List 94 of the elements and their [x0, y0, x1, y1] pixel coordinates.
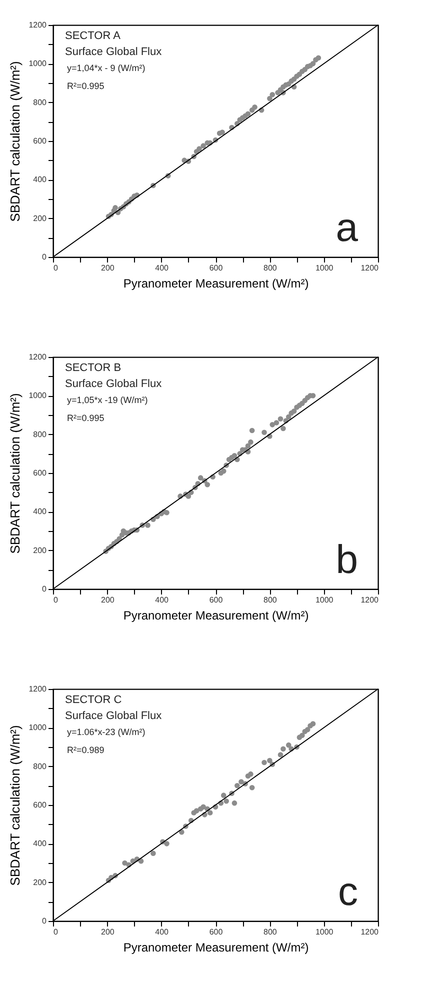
point — [270, 92, 276, 98]
annotation: Surface Global Flux — [65, 378, 162, 390]
point — [232, 800, 238, 806]
y-axis-title: SBDART calculation (W/m²) — [8, 725, 23, 886]
y-tick-label: 1200 — [28, 352, 48, 362]
point — [249, 784, 255, 790]
x-tick-label: 800 — [263, 928, 278, 936]
x-tick-label: 1000 — [315, 928, 334, 936]
x-tick-label: 200 — [100, 596, 115, 604]
point — [267, 96, 272, 102]
point — [310, 61, 316, 66]
y-tick-label: 200 — [33, 546, 48, 555]
annotation: SECTOR B — [65, 362, 122, 374]
x-tick-label: 600 — [209, 928, 224, 936]
annotation: Surface Global Flux — [65, 710, 162, 722]
point — [316, 55, 322, 61]
point — [304, 726, 310, 732]
point — [286, 742, 292, 748]
y-axis-title: SBDART calculation (W/m²) — [8, 393, 23, 554]
point — [262, 760, 267, 766]
point — [238, 779, 244, 784]
y-tick-label: 400 — [33, 175, 48, 184]
y-tick-label: 0 — [42, 252, 48, 262]
point — [252, 104, 258, 110]
point — [112, 205, 118, 210]
x-tick-label: 0 — [54, 264, 58, 272]
point — [200, 804, 206, 810]
point — [150, 850, 156, 856]
point — [194, 808, 200, 814]
annotation: b — [336, 538, 358, 582]
point — [310, 721, 316, 726]
point — [207, 810, 213, 816]
y-tick-label: 1000 — [28, 391, 48, 400]
y-tick-label: 0 — [42, 916, 48, 926]
annotation: SECTOR C — [65, 694, 122, 706]
x-tick-label: 200 — [100, 264, 115, 272]
y-tick-label: 400 — [33, 507, 48, 516]
x-tick-label: 1200 — [360, 596, 380, 604]
x-tick-label: 800 — [263, 596, 278, 604]
point — [164, 841, 170, 846]
x-tick-label: 400 — [155, 928, 170, 936]
point — [234, 783, 240, 788]
annotation: y=1.06*x-23 (W/m²) — [67, 727, 146, 737]
y-tick-label: 0 — [42, 584, 48, 594]
x-axis-title: Pyranometer Measurement (W/m²) — [123, 940, 309, 954]
x-tick-label: 600 — [209, 264, 224, 272]
y-tick-label: 1200 — [28, 684, 48, 694]
point — [122, 860, 128, 866]
y-tick-label: 600 — [33, 136, 48, 146]
point — [200, 143, 206, 148]
y-tick-label: 800 — [33, 762, 48, 771]
x-tick-label: 1200 — [360, 264, 380, 272]
annotation: R²=0.995 — [67, 81, 104, 91]
annotation: c — [338, 870, 358, 914]
point — [300, 732, 305, 738]
x-tick-label: 1200 — [360, 928, 380, 936]
y-tick-label: 200 — [33, 878, 48, 887]
annotation: y=1,05*x -19 (W/m²) — [67, 395, 148, 405]
x-axis-title: Pyranometer Measurement (W/m²) — [123, 276, 309, 290]
y-tick-label: 400 — [33, 839, 48, 848]
x-tick-label: 1000 — [315, 596, 334, 604]
annotation: SECTOR A — [65, 30, 122, 42]
point — [280, 746, 286, 752]
x-tick-label: 0 — [54, 596, 58, 604]
annotation: R²=0.989 — [67, 745, 104, 755]
x-tick-label: 600 — [209, 596, 224, 604]
x-tick-label: 200 — [100, 928, 115, 936]
x-tick-label: 800 — [263, 264, 278, 272]
point — [220, 792, 226, 798]
point — [245, 111, 251, 117]
y-tick-label: 800 — [33, 430, 48, 439]
point — [224, 798, 229, 804]
point — [196, 146, 202, 152]
point — [267, 758, 272, 764]
x-tick-label: 0 — [54, 928, 58, 936]
y-tick-label: 600 — [33, 468, 48, 478]
y-tick-label: 200 — [33, 214, 48, 223]
point — [220, 130, 225, 135]
annotation: Surface Global Flux — [65, 46, 162, 58]
x-tick-label: 1000 — [315, 264, 334, 272]
x-tick-label: 400 — [155, 264, 170, 272]
point — [248, 771, 254, 777]
point — [278, 752, 284, 758]
annotation: R²=0.995 — [67, 413, 104, 423]
x-axis-title: Pyranometer Measurement (W/m²) — [123, 608, 309, 622]
y-tick-label: 1000 — [28, 59, 48, 68]
y-tick-label: 600 — [33, 800, 48, 810]
y-tick-label: 1200 — [28, 20, 48, 30]
y-tick-label: 1000 — [28, 723, 48, 732]
y-tick-label: 800 — [33, 98, 48, 107]
annotation: y=1,04*x - 9 (W/m²) — [67, 63, 146, 73]
x-tick-label: 400 — [155, 596, 170, 604]
annotation: a — [336, 206, 359, 250]
y-axis-title: SBDART calculation (W/m²) — [8, 61, 23, 222]
